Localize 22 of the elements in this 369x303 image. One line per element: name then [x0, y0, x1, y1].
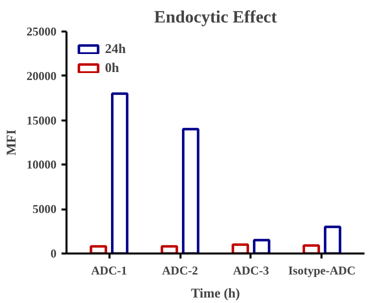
bar	[182, 128, 200, 254]
y-tick-label: 10000	[26, 158, 56, 172]
bar	[160, 245, 178, 254]
bar	[111, 92, 128, 254]
y-tick-label: 20000	[26, 68, 56, 83]
bar	[252, 238, 270, 254]
x-tick-label: Isotype-ADC	[288, 264, 356, 278]
x-tick-label: ADC-2	[162, 264, 198, 278]
y-tick-label: 5000	[32, 202, 56, 216]
legend-label: 0h	[105, 60, 120, 76]
y-tick-label: 15000	[26, 113, 56, 128]
x-tick-label: ADC-1	[91, 264, 128, 278]
y-tick-label: 0	[50, 246, 56, 260]
bar	[324, 226, 342, 254]
chart-title: Endocytic Effect	[154, 8, 278, 26]
legend-label: 24h	[105, 41, 126, 57]
y-tick-label: 25000	[26, 24, 56, 38]
bar	[90, 245, 108, 254]
y-axis-title: MFI	[4, 130, 18, 156]
x-tick-label: ADC-3	[232, 264, 269, 278]
x-axis-title: Time (h)	[191, 286, 240, 300]
bar	[232, 243, 250, 254]
